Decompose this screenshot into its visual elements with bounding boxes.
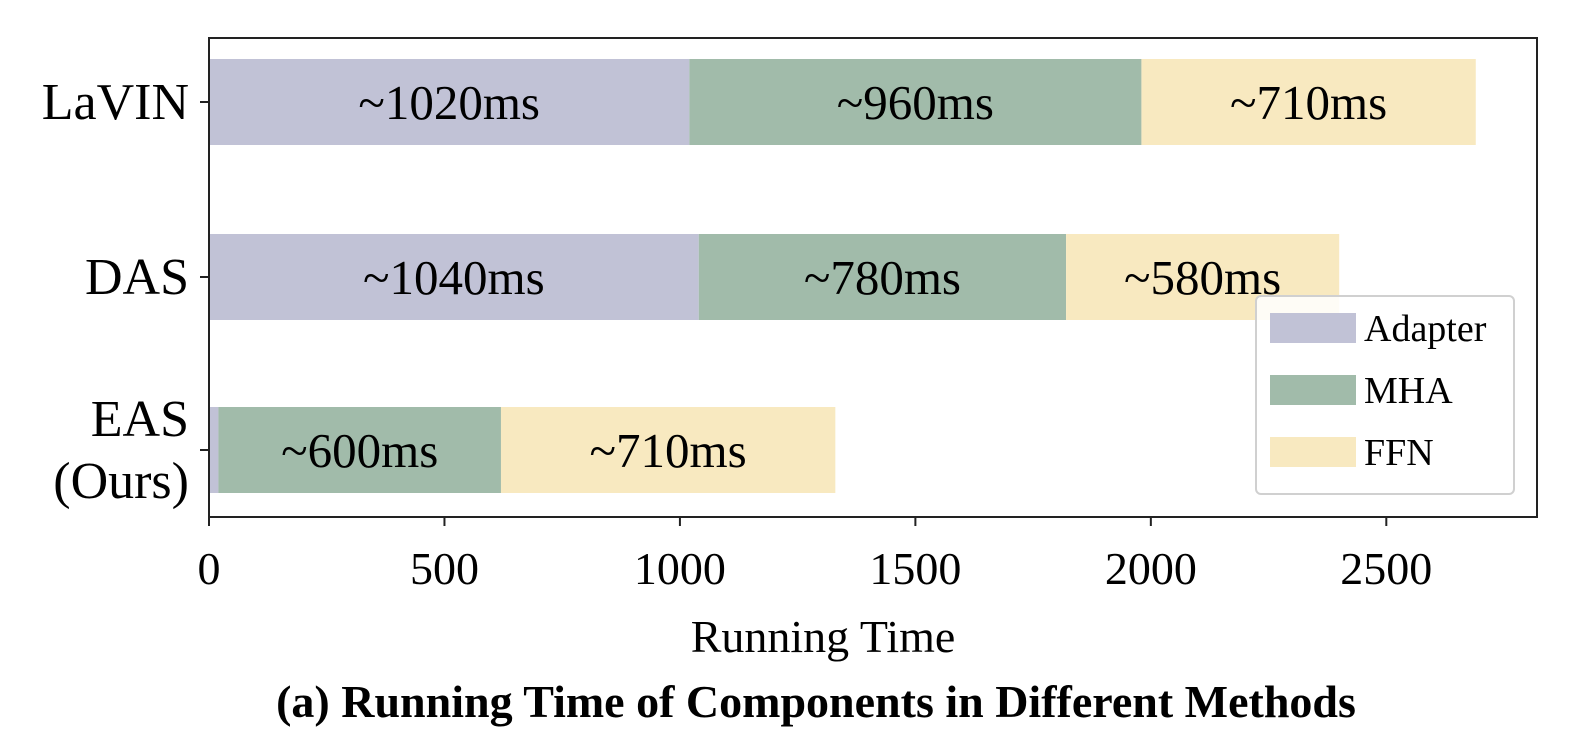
bar-label-adapter-0: ~1020ms xyxy=(358,75,540,130)
legend: Adapter MHA FFN xyxy=(1255,295,1515,495)
bar-label-mha-2: ~600ms xyxy=(281,423,438,478)
bar-label-ffn-1: ~580ms xyxy=(1124,250,1281,305)
bar-mha-2 xyxy=(218,407,501,493)
x-tick-label-1: 500 xyxy=(410,543,479,594)
bar-adapter-1 xyxy=(209,234,699,320)
x-tick-label-4: 2000 xyxy=(1105,543,1197,594)
y-axis: LaVIN DAS EAS (Ours) xyxy=(42,74,209,510)
category-label-1: DAS xyxy=(85,249,189,306)
bar-mha-1 xyxy=(698,234,1067,320)
bars-group xyxy=(209,59,1476,493)
x-axis-label: Running Time xyxy=(691,611,956,662)
bar-mha-0 xyxy=(689,59,1142,145)
bar-ffn-0 xyxy=(1141,59,1476,145)
legend-label-adapter: Adapter xyxy=(1364,308,1487,350)
bar-labels-group: ~1020ms ~960ms ~710ms ~1040ms ~780ms ~580ms ~6… xyxy=(281,75,1387,478)
category-label-0: LaVIN xyxy=(42,74,189,131)
x-axis: 0 500 1000 1500 2000 2500 xyxy=(198,517,1432,594)
legend-swatch-mha xyxy=(1270,375,1356,405)
bar-adapter-0 xyxy=(209,59,690,145)
legend-swatch-adapter xyxy=(1270,313,1356,343)
bar-label-ffn-2: ~710ms xyxy=(590,423,747,478)
legend-label-ffn: FFN xyxy=(1364,432,1434,474)
bar-label-mha-0: ~960ms xyxy=(837,75,994,130)
legend-swatch-ffn xyxy=(1270,437,1356,467)
x-tick-label-5: 2500 xyxy=(1340,543,1432,594)
bar-adapter-2 xyxy=(209,407,219,493)
legend-label-mha: MHA xyxy=(1364,370,1453,412)
bar-label-mha-1: ~780ms xyxy=(804,250,961,305)
bar-label-ffn-0: ~710ms xyxy=(1230,75,1387,130)
bar-ffn-2 xyxy=(500,407,836,493)
category-label-2: EAS (Ours) xyxy=(53,391,189,510)
bar-label-adapter-1: ~1040ms xyxy=(363,250,545,305)
x-tick-label-3: 1500 xyxy=(869,543,961,594)
figure-caption: (a) Running Time of Components in Differ… xyxy=(276,676,1356,727)
x-tick-label-0: 0 xyxy=(198,543,221,594)
x-tick-label-2: 1000 xyxy=(634,543,726,594)
